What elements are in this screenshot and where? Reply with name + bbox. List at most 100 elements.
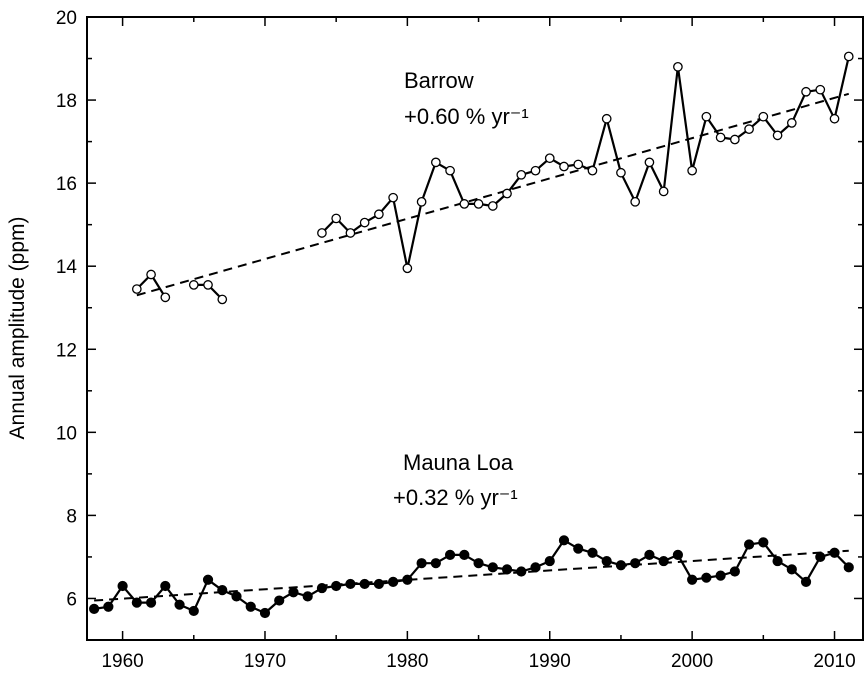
- barrow-data-point: [715, 132, 726, 143]
- mauna-loa-data-point: [701, 572, 712, 583]
- barrow-data-point: [388, 192, 398, 203]
- mauna-loa-data-point: [843, 562, 854, 573]
- y-tick-label: 20: [56, 8, 77, 29]
- mauna-loa-data-point: [487, 562, 498, 573]
- mauna-loa-data-point: [160, 580, 171, 592]
- mauna-loa-data-point: [331, 580, 342, 592]
- axis-ticks: 1960 1970 1980 1990 2000 2010 6 8 10 12 14 16 18 20: [56, 8, 863, 672]
- barrow-data-point: [573, 159, 584, 170]
- barrow-data-point: [559, 161, 569, 172]
- barrow-trend-line: [136, 92, 850, 297]
- mauna-loa-data-point: [388, 576, 399, 587]
- barrow-data-point: [516, 169, 527, 180]
- mauna-loa-data-point: [430, 558, 441, 569]
- barrow-data-point: [374, 209, 384, 220]
- mauna-loa-data-point: [473, 558, 484, 569]
- mauna-loa-data-point: [516, 566, 527, 577]
- mauna-loa-data-point: [758, 537, 769, 548]
- mauna-loa-data-point: [829, 547, 840, 558]
- barrow-data-point: [616, 167, 626, 178]
- mauna-loa-data-point: [316, 582, 328, 594]
- x-tick-label: 2010: [813, 651, 855, 672]
- barrow-data-point: [601, 113, 612, 124]
- barrow-data-point: [473, 199, 484, 209]
- mauna-loa-data-point: [772, 555, 783, 567]
- mauna-loa-data-point: [601, 555, 612, 567]
- mauna-loa-data-point: [573, 543, 584, 554]
- mauna-loa-data-point: [715, 570, 726, 581]
- mauna-loa-data-point: [459, 549, 470, 560]
- barrow-data-point: [160, 292, 171, 303]
- mauna-loa-data-point: [544, 555, 555, 567]
- barrow-data-point: [630, 196, 641, 207]
- mauna-loa-data-point: [359, 578, 370, 590]
- barrow-rate-label: +0.60 % yr⁻¹: [404, 104, 529, 129]
- barrow-data-point: [644, 157, 655, 168]
- mauna-loa-data-point: [402, 574, 413, 585]
- mauna-loa-data-point: [117, 580, 128, 592]
- barrow-data-point: [730, 134, 740, 145]
- barrow-data-point: [658, 186, 669, 197]
- barrow-data-point: [317, 228, 327, 238]
- trend-lines: [94, 92, 850, 602]
- mauna-loa-rate-label: +0.32 % yr⁻¹: [393, 485, 518, 510]
- barrow-data-point: [217, 294, 228, 305]
- mauna-loa-data-point: [345, 578, 356, 590]
- mauna-loa-data-point: [743, 539, 755, 550]
- barrow-data-point: [359, 217, 370, 228]
- y-tick-label: 10: [56, 423, 77, 444]
- barrow-data-point: [188, 280, 199, 290]
- mauna-loa-data-point: [103, 601, 114, 612]
- mauna-loa-data-point: [501, 564, 513, 575]
- mauna-loa-data-point: [815, 551, 826, 563]
- mauna-loa-data-point: [658, 555, 669, 567]
- barrow-label: Barrow: [404, 68, 474, 93]
- y-tick-label: 16: [56, 174, 77, 195]
- mauna-loa-data-point: [444, 549, 456, 560]
- series-markers: [89, 51, 854, 619]
- barrow-data-point: [416, 196, 427, 207]
- barrow-data-point: [843, 51, 854, 62]
- barrow-data-point: [544, 153, 555, 164]
- mauna-loa-data-point: [245, 601, 256, 612]
- x-tick-label: 1960: [101, 651, 143, 672]
- mauna-loa-data-point: [145, 597, 157, 608]
- barrow-data-point: [829, 113, 840, 124]
- mauna-loa-data-point: [644, 549, 655, 560]
- mauna-loa-data-point: [587, 547, 598, 558]
- plot-area: 1960 1970 1980 1990 2000 2010 6 8 10 12 14 16 18 20: [56, 8, 864, 672]
- mauna-loa-data-point: [259, 607, 271, 619]
- barrow-series-line: [321, 56, 850, 270]
- barrow-data-point: [701, 111, 712, 122]
- barrow-data-point: [530, 165, 541, 176]
- barrow-data-point: [445, 165, 455, 176]
- mauna-loa-data-point: [274, 595, 285, 606]
- mauna-loa-data-point: [530, 562, 541, 573]
- mauna-loa-data-point: [687, 574, 698, 585]
- barrow-data-point: [801, 86, 811, 97]
- mauna-loa-data-point: [131, 597, 142, 608]
- barrow-data-point: [430, 157, 441, 168]
- y-tick-label: 12: [56, 340, 77, 361]
- barrow-data-point: [487, 201, 498, 211]
- mauna-loa-data-point: [174, 599, 185, 610]
- y-axis-title: Annual amplitude (ppm): [6, 217, 29, 440]
- mauna-loa-data-point: [786, 564, 797, 575]
- plot-frame: [86, 16, 864, 641]
- x-tick-label: 2000: [671, 651, 713, 672]
- mauna-loa-data-point: [89, 603, 100, 614]
- mauna-loa-data-point: [416, 558, 427, 569]
- barrow-data-point: [687, 165, 697, 176]
- mauna-loa-data-point: [373, 578, 384, 590]
- barrow-data-point: [345, 228, 356, 238]
- barrow-data-point: [203, 280, 213, 290]
- barrow-data-point: [744, 124, 754, 134]
- mauna-loa-data-point: [217, 585, 228, 596]
- x-tick-label: 1980: [386, 651, 428, 672]
- barrow-data-point: [146, 269, 156, 280]
- x-tick-label: 1970: [244, 651, 286, 672]
- barrow-data-point: [131, 284, 142, 294]
- mauna-loa-data-point: [188, 605, 199, 617]
- mauna-loa-data-point: [800, 576, 812, 587]
